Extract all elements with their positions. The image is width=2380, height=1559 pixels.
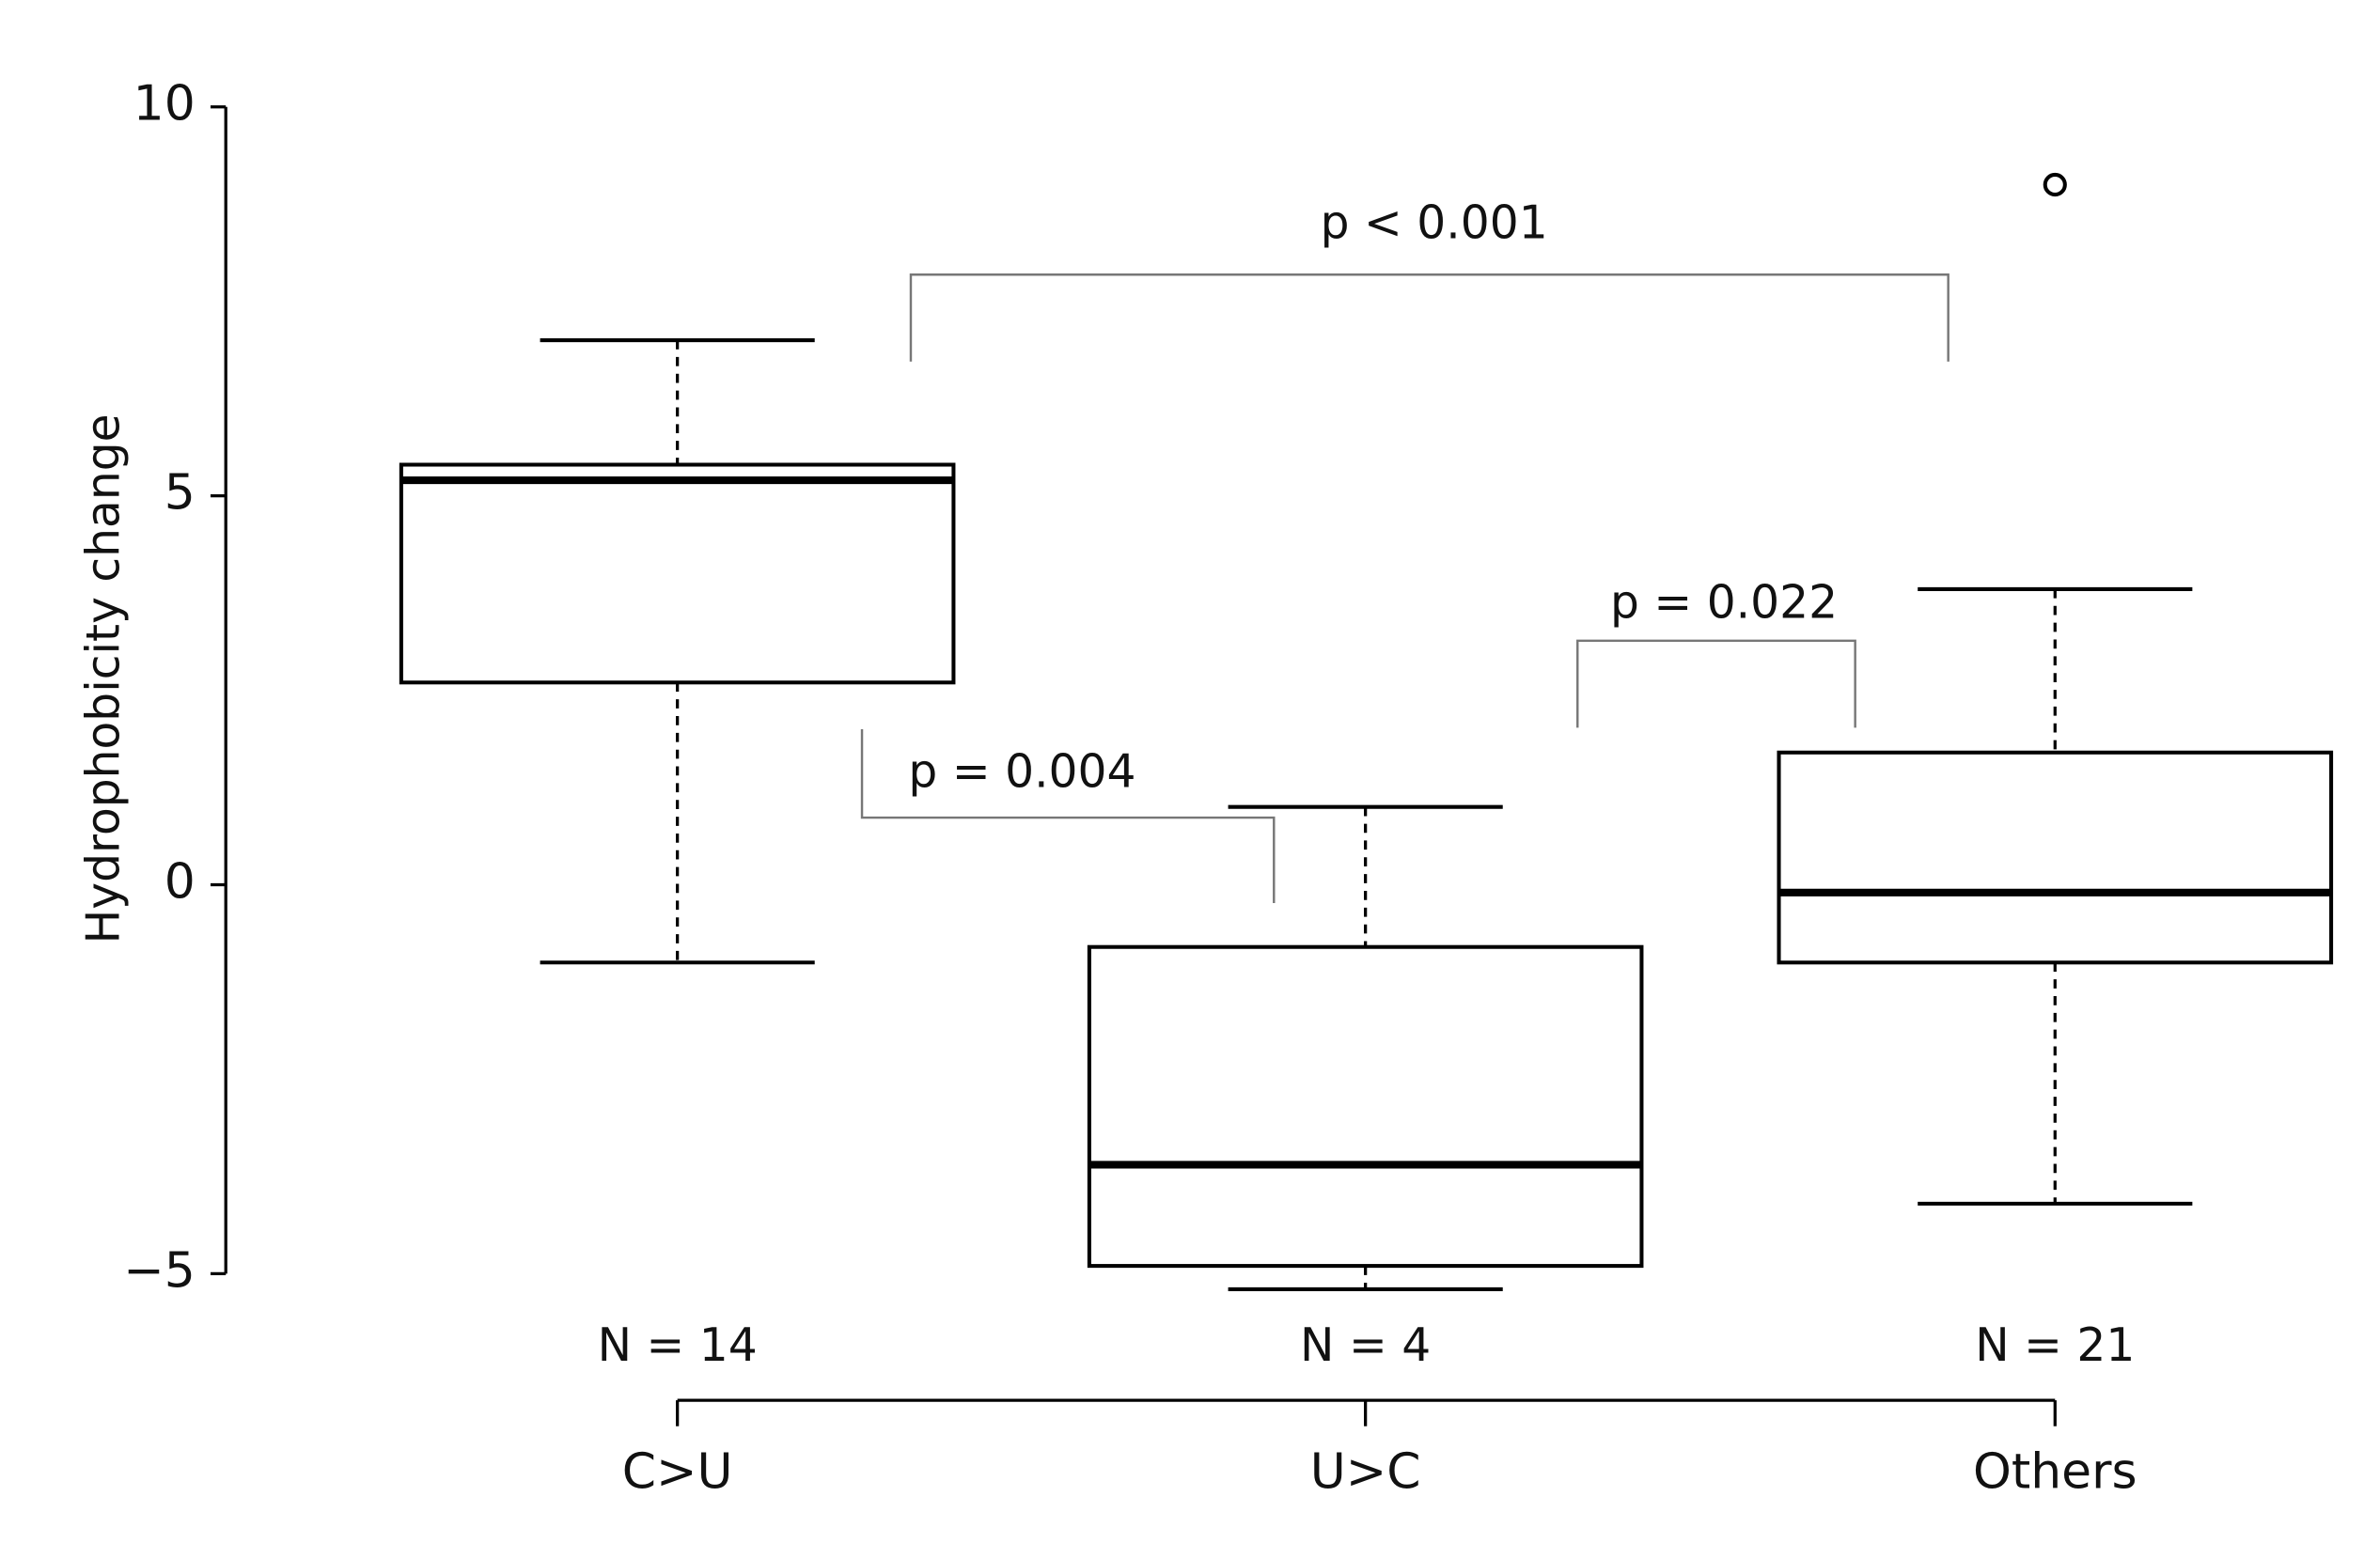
n-label: N = 14 bbox=[598, 1319, 758, 1372]
x-tick-label: Others bbox=[1973, 1444, 2137, 1501]
bracket bbox=[1576, 639, 1856, 728]
y-tick-label: 0 bbox=[164, 853, 196, 910]
y-tick-label: −5 bbox=[123, 1242, 196, 1299]
bracket bbox=[909, 273, 1949, 362]
n-label: N = 4 bbox=[1300, 1319, 1431, 1372]
p-value: p < 0.001 bbox=[1321, 196, 1548, 249]
x-tick-label: C>U bbox=[622, 1444, 733, 1501]
box bbox=[1087, 944, 1644, 1269]
bracket bbox=[860, 728, 1276, 903]
y-axis-label: Hydrophobicity change bbox=[78, 413, 131, 943]
y-tick-label: 10 bbox=[133, 76, 196, 133]
box bbox=[399, 462, 956, 685]
y-tick-label: 5 bbox=[164, 465, 196, 522]
p-value: p = 0.004 bbox=[908, 746, 1135, 799]
n-label: N = 21 bbox=[1975, 1319, 2135, 1372]
box bbox=[1777, 750, 2334, 965]
p-value: p = 0.022 bbox=[1610, 576, 1838, 629]
outlier bbox=[2043, 172, 2067, 197]
x-tick-label: U>C bbox=[1310, 1444, 1421, 1501]
